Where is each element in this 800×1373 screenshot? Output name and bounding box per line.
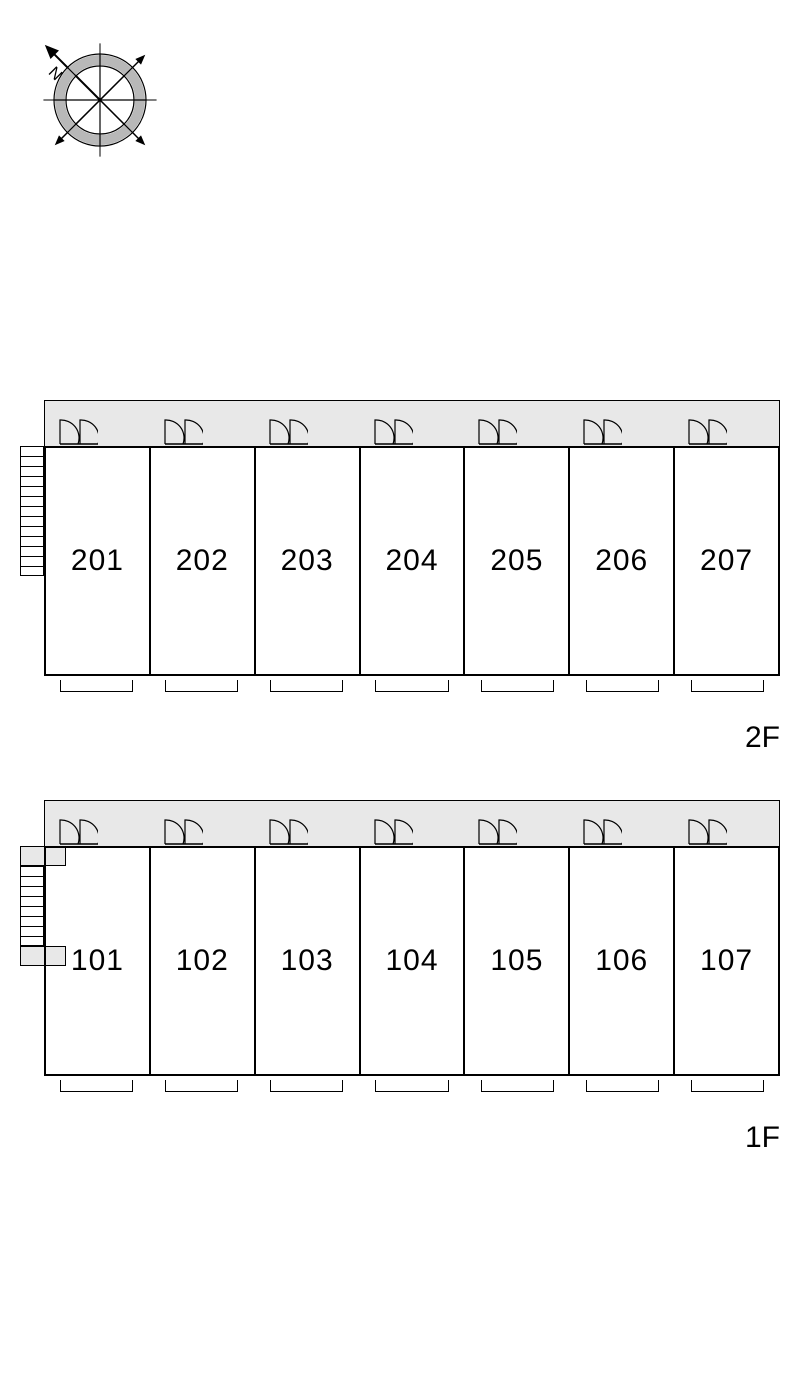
units-row-1f: 101 102 103 104 105 106 bbox=[44, 846, 780, 1076]
unit-101: 101 bbox=[46, 848, 151, 1074]
unit-202: 202 bbox=[151, 448, 256, 674]
units-row-2f: 201 202 203 204 205 206 bbox=[44, 446, 780, 676]
unit-label: 102 bbox=[176, 944, 229, 978]
unit-206: 206 bbox=[570, 448, 675, 674]
door-icon bbox=[687, 416, 727, 446]
unit-205: 205 bbox=[465, 448, 570, 674]
unit-204: 204 bbox=[361, 448, 466, 674]
door-icon bbox=[373, 816, 413, 846]
door-icon bbox=[268, 416, 308, 446]
unit-label: 207 bbox=[700, 544, 753, 578]
unit-label: 103 bbox=[281, 944, 334, 978]
door-icon bbox=[373, 416, 413, 446]
door-icon bbox=[582, 816, 622, 846]
balcony-row-2f bbox=[44, 676, 780, 694]
unit-102: 102 bbox=[151, 848, 256, 1074]
unit-104: 104 bbox=[361, 848, 466, 1074]
unit-label: 201 bbox=[71, 544, 124, 578]
floor-label-2f: 2F bbox=[745, 721, 780, 755]
door-icon bbox=[477, 416, 517, 446]
unit-label: 203 bbox=[281, 544, 334, 578]
unit-label: 202 bbox=[176, 544, 229, 578]
door-icon bbox=[163, 816, 203, 846]
unit-207: 207 bbox=[675, 448, 778, 674]
door-icon bbox=[582, 416, 622, 446]
door-icon bbox=[58, 416, 98, 446]
unit-201: 201 bbox=[46, 448, 151, 674]
unit-label: 107 bbox=[700, 944, 753, 978]
stairs-1f bbox=[20, 866, 44, 946]
unit-103: 103 bbox=[256, 848, 361, 1074]
door-icon bbox=[687, 816, 727, 846]
floor-2f: 201 202 203 204 205 206 bbox=[20, 400, 780, 710]
door-icon bbox=[163, 416, 203, 446]
floor-label-1f: 1F bbox=[745, 1121, 780, 1155]
unit-203: 203 bbox=[256, 448, 361, 674]
unit-label: 205 bbox=[490, 544, 543, 578]
unit-107: 107 bbox=[675, 848, 778, 1074]
unit-label: 204 bbox=[385, 544, 438, 578]
door-icon bbox=[477, 816, 517, 846]
unit-105: 105 bbox=[465, 848, 570, 1074]
compass-rose: N bbox=[20, 20, 180, 185]
balcony-row-1f bbox=[44, 1076, 780, 1094]
unit-label: 105 bbox=[490, 944, 543, 978]
unit-label: 104 bbox=[385, 944, 438, 978]
floor-1f: 101 102 103 104 105 106 bbox=[20, 800, 780, 1110]
stairs-2f bbox=[20, 446, 44, 576]
unit-label: 106 bbox=[595, 944, 648, 978]
unit-label: 101 bbox=[71, 944, 124, 978]
door-icon bbox=[58, 816, 98, 846]
unit-label: 206 bbox=[595, 544, 648, 578]
door-icon bbox=[268, 816, 308, 846]
unit-106: 106 bbox=[570, 848, 675, 1074]
